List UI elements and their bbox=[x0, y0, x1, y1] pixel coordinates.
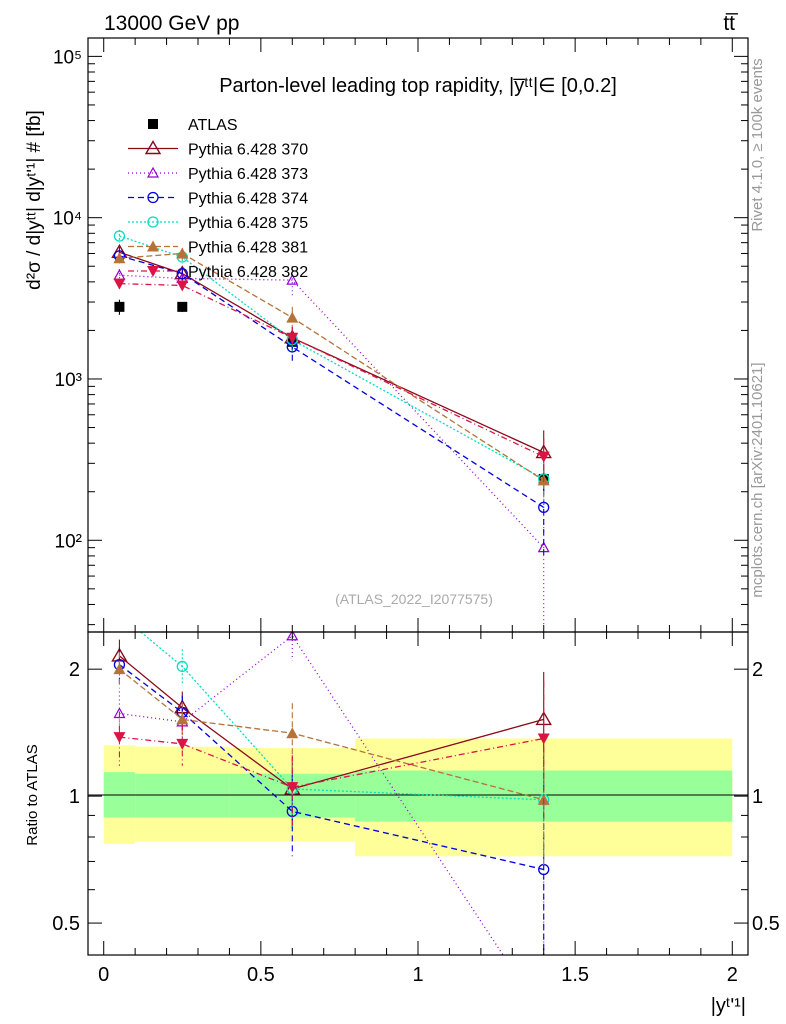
x-tick-label: 1.5 bbox=[561, 964, 589, 986]
ratio-y-tick-label: 2 bbox=[69, 659, 80, 681]
legend-label: Pythia 6.428 370 bbox=[188, 142, 308, 159]
series-line bbox=[119, 282, 544, 458]
chart-title: Parton-level leading top rapidity, |y̅ᵗᵗ… bbox=[219, 75, 617, 97]
ratio-line bbox=[139, 632, 544, 801]
main-x-ticks bbox=[103, 38, 733, 632]
legend-marker bbox=[144, 140, 162, 155]
data-point bbox=[286, 273, 299, 285]
ratio-line bbox=[119, 668, 544, 801]
ratio-y-tick-label: 0.5 bbox=[752, 913, 780, 935]
data-point bbox=[176, 280, 189, 292]
ratio-point bbox=[286, 632, 299, 641]
main-y-axis-label: d²σ / d|yᵗᵗ| d|yᵗʹ¹| # [fb] bbox=[24, 110, 45, 290]
data-point bbox=[286, 332, 299, 344]
x-tick-label: 0.5 bbox=[247, 964, 275, 986]
data-point bbox=[113, 252, 126, 264]
x-tick-label: 0 bbox=[98, 964, 109, 986]
ratio-line bbox=[119, 664, 544, 871]
ratio-x-ticks: 0 0.5 1 1.5 2 bbox=[98, 632, 738, 986]
ratio-y-tick-label: 2 bbox=[752, 659, 763, 681]
ratio-point bbox=[176, 660, 188, 673]
data-point bbox=[176, 267, 188, 280]
series-line bbox=[119, 235, 545, 480]
rivet-label: Rivet 4.1.0, ≥ 100k events bbox=[749, 58, 766, 231]
ratio-point bbox=[537, 733, 550, 745]
series-line bbox=[119, 255, 545, 508]
data-point bbox=[286, 311, 299, 323]
ratio-point bbox=[176, 738, 189, 750]
energy-label: 13000 GeV pp bbox=[104, 12, 239, 35]
series-line bbox=[119, 252, 545, 481]
legend-marker bbox=[146, 166, 160, 178]
ratio-point bbox=[286, 782, 299, 794]
legend-label: ATLAS bbox=[188, 117, 238, 134]
ratio-panel: 0.5 0.5 1 1 2 2 0 0.5 1 1.5 2 bbox=[52, 631, 780, 986]
ratio-series bbox=[113, 681, 550, 826]
legend-marker bbox=[147, 266, 159, 277]
data-point bbox=[176, 247, 189, 259]
series-line bbox=[119, 251, 544, 454]
legend: ATLAS Pythia 6.428 370 Pythia 6.428 373 Pyt… bbox=[128, 117, 308, 281]
series-line bbox=[119, 274, 545, 549]
ratio-line bbox=[119, 736, 544, 788]
legend-label: Pythia 6.428 373 bbox=[188, 166, 308, 183]
ratio-y-tick-label: 1 bbox=[752, 786, 763, 808]
x-tick-label: 2 bbox=[727, 964, 738, 986]
main-frame bbox=[87, 37, 749, 633]
legend-marker bbox=[147, 240, 159, 252]
ratio-y-axis-label: Ratio to ATLAS bbox=[24, 744, 41, 845]
legend-marker bbox=[148, 119, 158, 129]
ratio-line bbox=[119, 655, 544, 790]
legend-label: Pythia 6.428 375 bbox=[188, 215, 308, 232]
legend-marker bbox=[147, 216, 159, 228]
data-point bbox=[114, 301, 125, 312]
data-point bbox=[537, 451, 550, 463]
ratio-y-tick-label: 1 bbox=[69, 786, 80, 808]
ratio-uncertainty-bands bbox=[103, 738, 733, 857]
data-point bbox=[538, 501, 550, 514]
y-tick-label: 10⁴ bbox=[53, 209, 82, 230]
ratio-series-group bbox=[111, 632, 552, 955]
ratio-y-tick-label: 0.5 bbox=[52, 913, 80, 935]
ratio-point bbox=[176, 713, 189, 725]
ratio-series bbox=[113, 651, 550, 867]
ratio-point bbox=[286, 727, 299, 739]
legend-label: Pythia 6.428 382 bbox=[188, 264, 308, 281]
ratio-y-ticks: 0.5 0.5 1 1 2 2 bbox=[52, 659, 780, 935]
legend-label: Pythia 6.428 381 bbox=[188, 240, 308, 257]
legend-label: Pythia 6.428 374 bbox=[188, 191, 308, 208]
data-point bbox=[113, 278, 126, 290]
y-tick-label: 10⁵ bbox=[53, 47, 82, 68]
analysis-id-label: (ATLAS_2022_I2077575) bbox=[335, 591, 493, 607]
data-point bbox=[177, 301, 188, 312]
main-y-ticks: 10² 10³ 10⁴ 10⁵ bbox=[53, 47, 748, 626]
y-tick-label: 10² bbox=[55, 531, 82, 552]
x-axis-label: |yᵗʹ¹| bbox=[711, 995, 746, 1017]
x-tick-label: 1 bbox=[412, 964, 423, 986]
mcplots-label: mcplots.cern.ch [arXiv:2401.10621] bbox=[749, 362, 766, 597]
process-label: tt̅ bbox=[723, 12, 739, 35]
data-point bbox=[113, 230, 126, 242]
ratio-point bbox=[113, 732, 126, 744]
legend-marker bbox=[147, 191, 159, 204]
y-tick-label: 10³ bbox=[55, 370, 82, 391]
ratio-point bbox=[113, 663, 126, 675]
main-series-group bbox=[111, 229, 552, 632]
main-panel: 10² 10³ 10⁴ 10⁵ Parton-level leading top ra… bbox=[53, 37, 749, 633]
band-inner bbox=[135, 773, 230, 818]
